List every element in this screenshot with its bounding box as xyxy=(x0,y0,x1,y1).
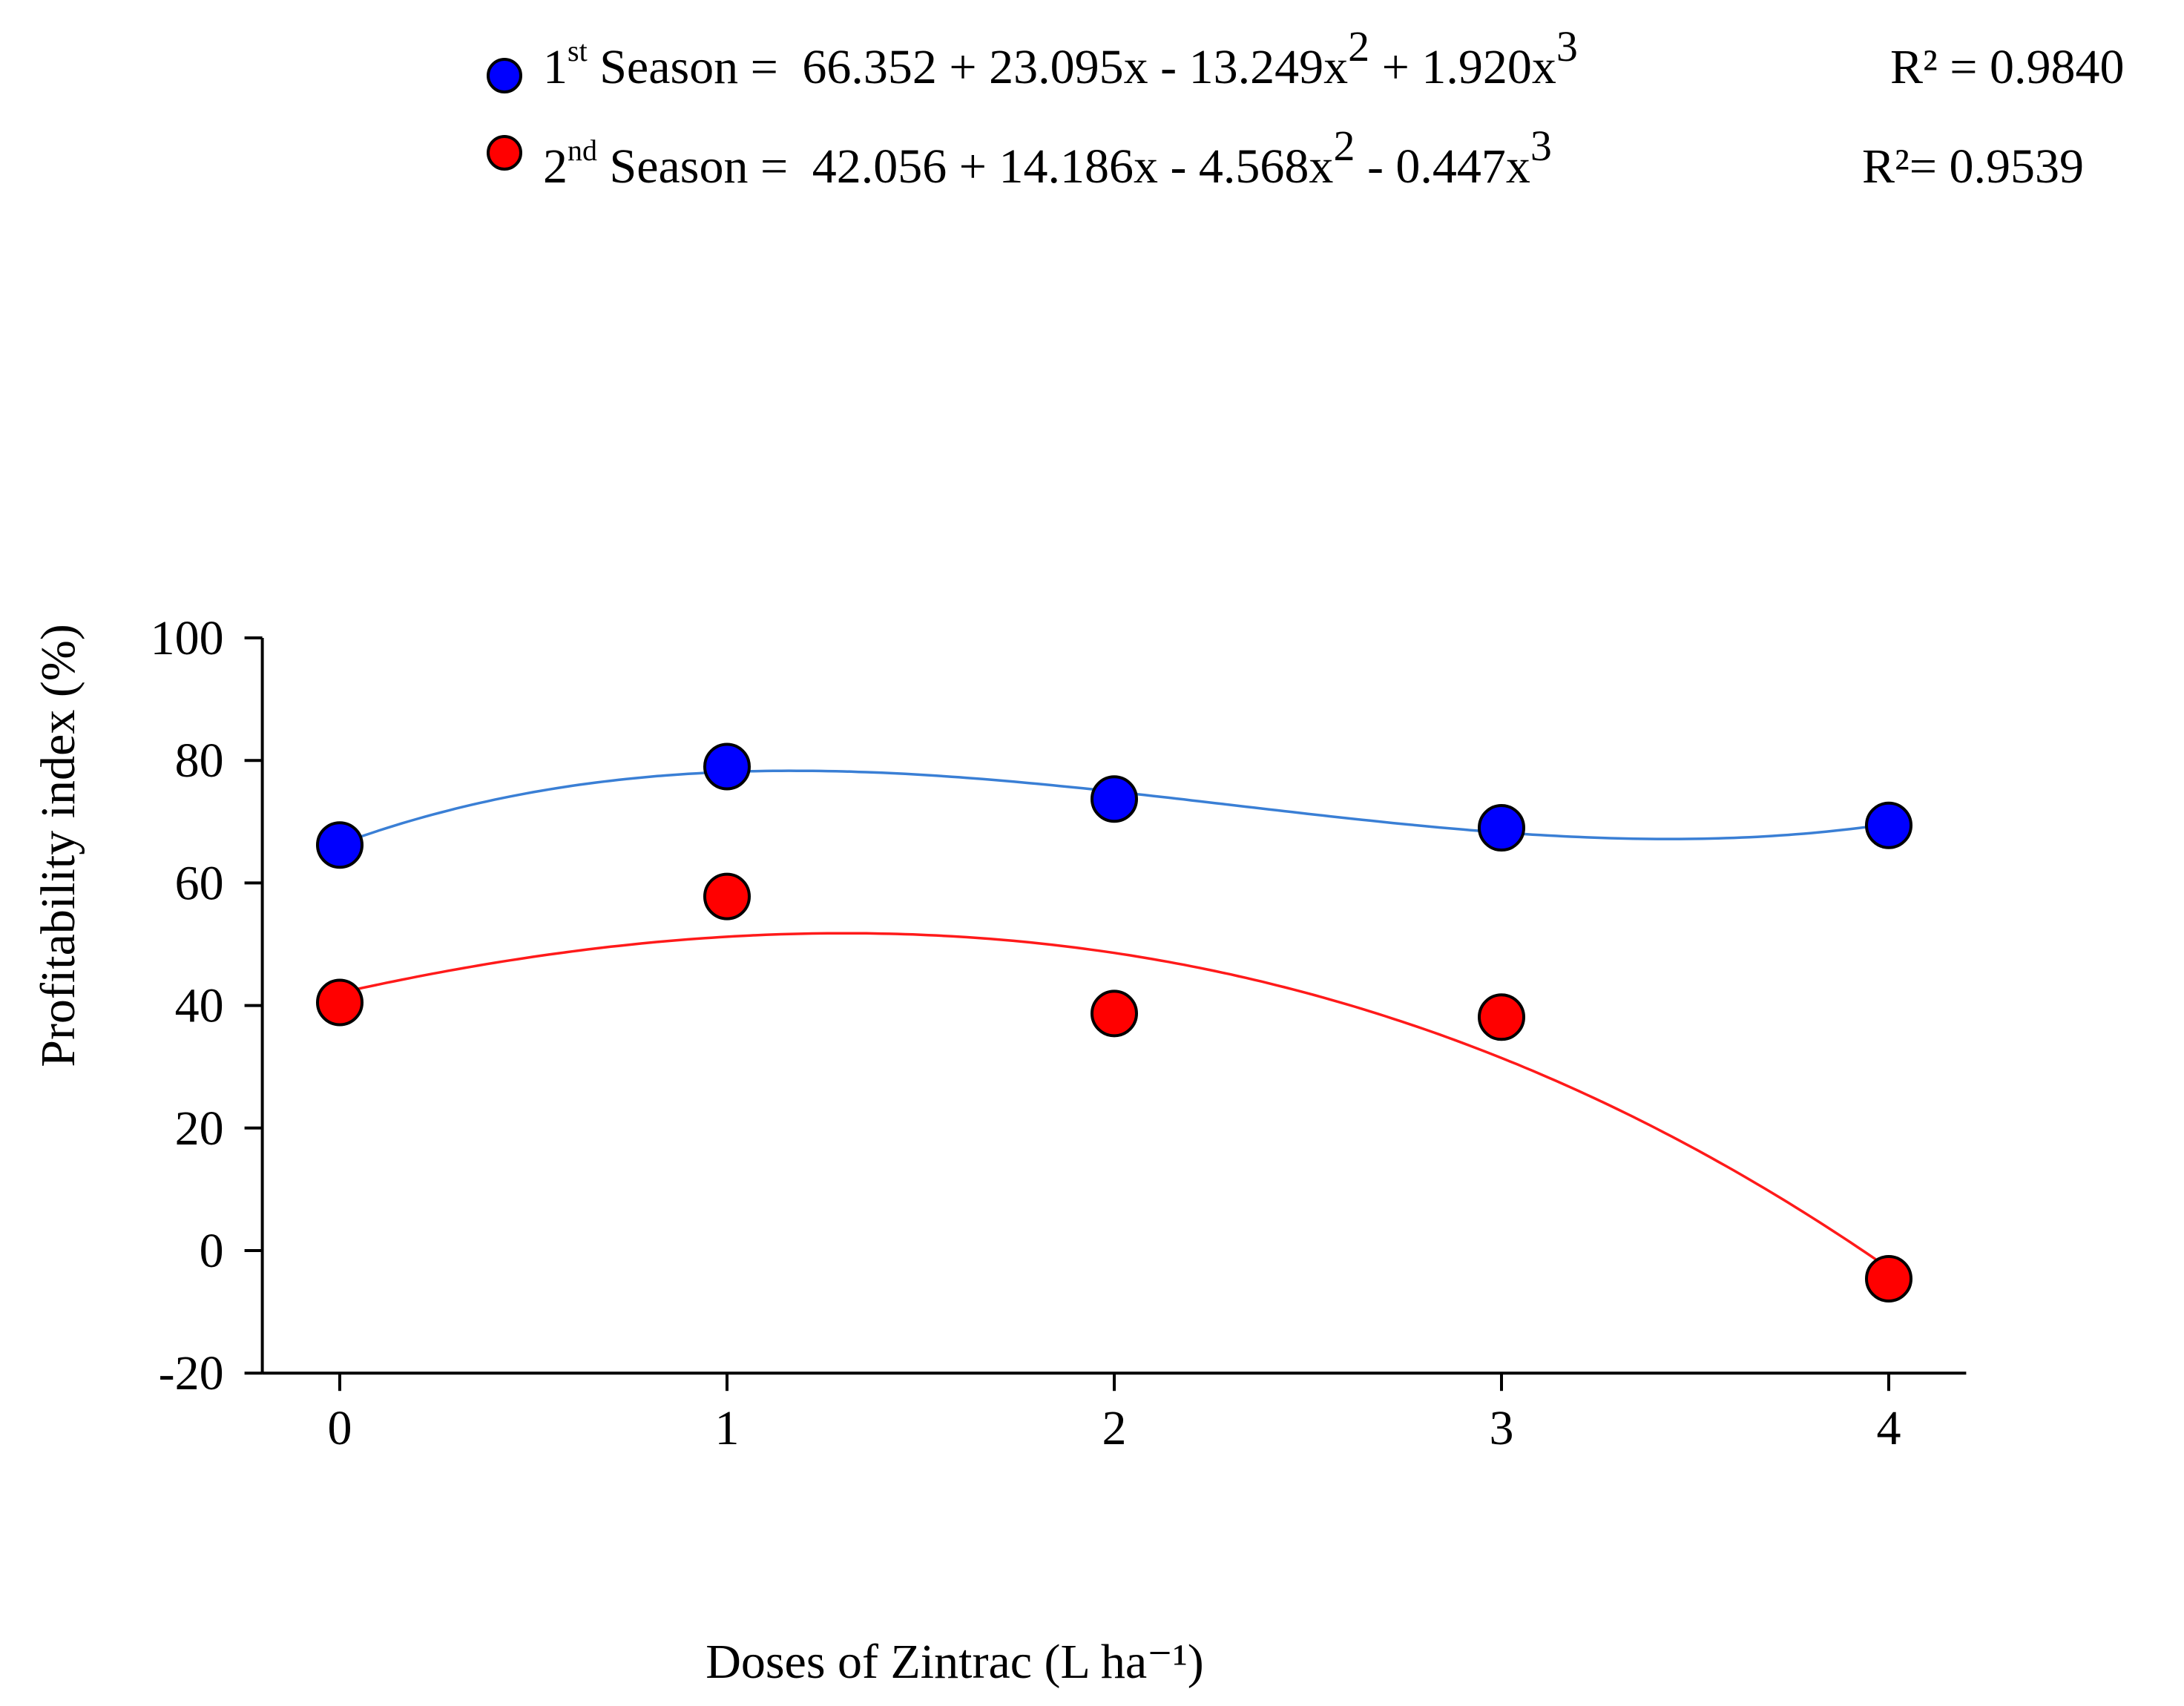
legend-entry-2nd-season: 2nd Season = 42.056 + 14.186x - 4.568x2 … xyxy=(487,122,2084,194)
y-tick-label: 0 xyxy=(200,1224,224,1278)
data-points xyxy=(316,742,1912,1302)
legend-marker-1st-season xyxy=(487,58,522,93)
x-axis-title: Doses of Zintrac (L ha⁻¹) xyxy=(705,1635,1204,1689)
y-tick-label: 100 xyxy=(151,611,224,665)
point-1st-season xyxy=(316,821,364,869)
x-tick-label: 0 xyxy=(328,1401,352,1455)
legend-label-1st-season: 1st Season = 66.352 + 23.095x - 13.249x2… xyxy=(543,22,1578,94)
point-1st-season xyxy=(1865,801,1912,849)
legend-label-2nd-season: 2nd Season = 42.056 + 14.186x - 4.568x2 … xyxy=(543,122,1552,194)
point-2nd-season xyxy=(703,872,751,920)
axes: -20 0 20 40 60 80 100 0 1 2 3 4 xyxy=(151,611,1967,1455)
point-1st-season xyxy=(1478,804,1525,852)
fit-curve-2nd-season xyxy=(339,932,1889,1270)
x-tick-label: 4 xyxy=(1877,1401,1901,1455)
legend-r2-1st-season: R² = 0.9840 xyxy=(1890,40,2125,94)
legend-r2-2nd-season: R²= 0.9539 xyxy=(1862,139,2084,194)
y-tick-label: 60 xyxy=(175,856,224,910)
point-1st-season xyxy=(1091,775,1138,823)
x-tick-label: 3 xyxy=(1490,1401,1514,1455)
y-tick-label: -20 xyxy=(159,1346,224,1400)
point-2nd-season xyxy=(1865,1254,1912,1302)
y-tick-label: 40 xyxy=(175,979,224,1033)
point-2nd-season xyxy=(1091,989,1138,1038)
x-tick-label: 2 xyxy=(1102,1401,1127,1455)
point-2nd-season xyxy=(316,978,364,1027)
legend-entry-1st-season: 1st Season = 66.352 + 23.095x - 13.249x2… xyxy=(487,22,2125,94)
y-axis-title: Profitability index (%) xyxy=(31,624,85,1067)
legend: 1st Season = 66.352 + 23.095x - 13.249x2… xyxy=(487,22,2125,194)
point-1st-season xyxy=(703,742,751,791)
x-tick-label: 1 xyxy=(715,1401,740,1455)
point-2nd-season xyxy=(1478,993,1525,1041)
legend-marker-2nd-season xyxy=(487,135,522,171)
y-tick-label: 20 xyxy=(175,1101,224,1156)
y-tick-label: 80 xyxy=(175,734,224,788)
